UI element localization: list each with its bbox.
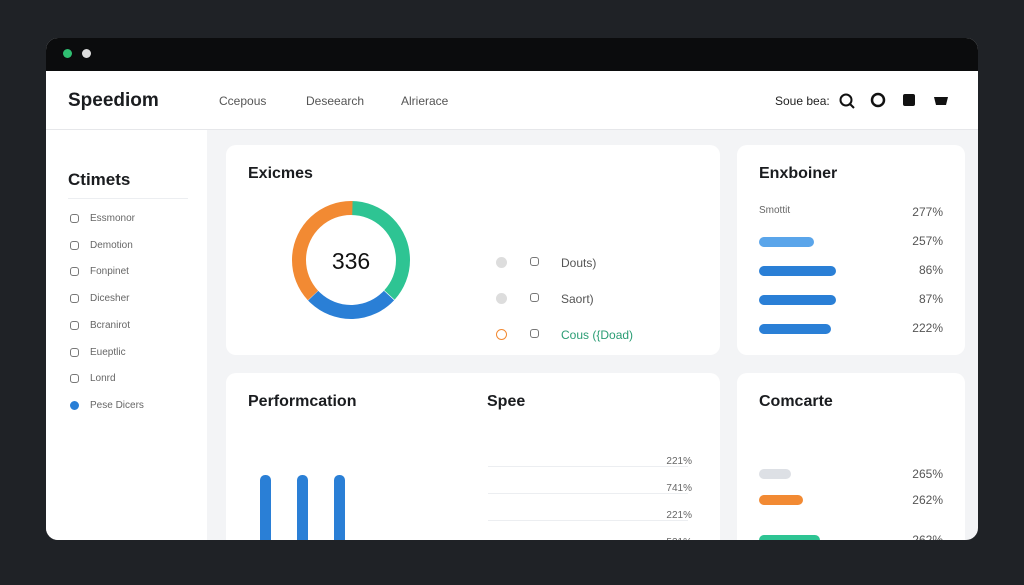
row-value: 87% bbox=[918, 292, 943, 306]
legend-icon bbox=[530, 293, 539, 302]
metrics-card: Exicmes 336 Douts) Saort) Cous ({Doad) bbox=[226, 145, 720, 355]
performance-card: Performcation Spee 2142361684194%221%741… bbox=[226, 373, 720, 540]
brand: Speediom bbox=[68, 90, 159, 111]
row-value: 262% bbox=[912, 533, 943, 540]
legend-dot bbox=[496, 293, 507, 304]
header-icons bbox=[839, 92, 948, 109]
window-dot[interactable] bbox=[82, 49, 91, 58]
row-value: 262% bbox=[912, 493, 943, 507]
perf-bar bbox=[297, 475, 308, 540]
card-title: Exicmes bbox=[248, 165, 313, 182]
sidebar-title: Ctimets bbox=[68, 170, 131, 189]
progress-bar bbox=[759, 237, 814, 247]
sidebar-item[interactable]: Demotion bbox=[90, 239, 133, 251]
item-icon bbox=[70, 240, 79, 250]
item-icon bbox=[70, 400, 79, 410]
progress-bar bbox=[759, 535, 820, 540]
divider bbox=[68, 198, 188, 199]
explorer-card: Enxboiner Smottit 277% 257% 86% 87% 222% bbox=[737, 145, 965, 355]
nav-link[interactable]: Ccepous bbox=[219, 94, 267, 108]
speed-value: 521% bbox=[666, 537, 692, 540]
progress-bar bbox=[759, 495, 803, 505]
nav-link[interactable]: Alrierace bbox=[401, 94, 449, 108]
sidebar-item[interactable]: Eueptlic bbox=[90, 346, 126, 358]
compare-card: Comcarte 265% 262% 262% bbox=[737, 373, 965, 540]
donut bbox=[292, 201, 410, 319]
sidebar-item[interactable]: Essmonor bbox=[90, 213, 136, 224]
search-icon[interactable] bbox=[839, 93, 853, 107]
speed-value: 741% bbox=[666, 483, 692, 494]
legend-dot bbox=[496, 329, 507, 340]
card-title: Enxboiner bbox=[759, 165, 838, 182]
progress-bar bbox=[759, 324, 831, 334]
perf-bar bbox=[260, 475, 271, 540]
progress-bar bbox=[759, 469, 791, 479]
item-icon bbox=[70, 214, 79, 223]
speed-value: 221% bbox=[666, 510, 692, 521]
window: Speediom Ccepous Deseearch Alrierace Sou… bbox=[46, 38, 978, 540]
row-label: Smottit bbox=[759, 205, 791, 216]
window-dot[interactable] bbox=[63, 49, 72, 58]
box-icon[interactable] bbox=[903, 94, 915, 106]
row-value: 265% bbox=[912, 467, 943, 481]
grid-line bbox=[488, 466, 688, 467]
row-value: 257% bbox=[912, 234, 943, 248]
legend-label: Saort) bbox=[561, 292, 594, 306]
item-icon bbox=[70, 374, 79, 384]
title-bar bbox=[46, 38, 978, 71]
user-icon[interactable] bbox=[870, 92, 886, 108]
row-value: 86% bbox=[918, 263, 943, 277]
grid-line bbox=[488, 520, 688, 521]
legend-icon bbox=[530, 257, 539, 266]
legend-icon bbox=[530, 329, 539, 338]
item-icon bbox=[70, 320, 79, 330]
item-icon bbox=[70, 267, 79, 277]
card-title: Performcation bbox=[248, 393, 357, 410]
row-value: 277% bbox=[912, 205, 943, 219]
sidebar-item[interactable]: Dicesher bbox=[90, 293, 130, 305]
sidebar: Ctimets Essmonor Demotion Fonpinet Dicesher… bbox=[46, 130, 207, 540]
sidebar-item[interactable]: Pese Dicers bbox=[90, 399, 144, 411]
item-icon bbox=[70, 294, 79, 304]
card-title: Spee bbox=[487, 393, 526, 410]
search[interactable]: Soue bea: bbox=[775, 94, 830, 108]
row-value: 222% bbox=[912, 321, 943, 335]
header: Speediom Ccepous Deseearch Alrierace Sou… bbox=[46, 71, 978, 130]
grid-line bbox=[488, 493, 688, 494]
item-icon bbox=[70, 347, 79, 357]
speed-value: 221% bbox=[666, 456, 692, 467]
nav-link[interactable]: Deseearch bbox=[306, 94, 365, 108]
sidebar-item[interactable]: Fonpinet bbox=[90, 266, 129, 278]
sidebar-item[interactable]: Bcranirot bbox=[90, 319, 131, 331]
perf-bar bbox=[334, 475, 345, 540]
legend-label: Cous ({Doad) bbox=[561, 328, 634, 342]
sidebar-item[interactable]: Lonrd bbox=[90, 373, 116, 385]
progress-bar bbox=[759, 266, 836, 276]
card-title: Comcarte bbox=[759, 393, 833, 410]
legend-dot bbox=[496, 257, 507, 268]
cart-icon[interactable] bbox=[934, 97, 948, 105]
donut-center: 336 bbox=[331, 248, 371, 274]
legend-label: Douts) bbox=[561, 256, 597, 270]
progress-bar bbox=[759, 295, 836, 305]
